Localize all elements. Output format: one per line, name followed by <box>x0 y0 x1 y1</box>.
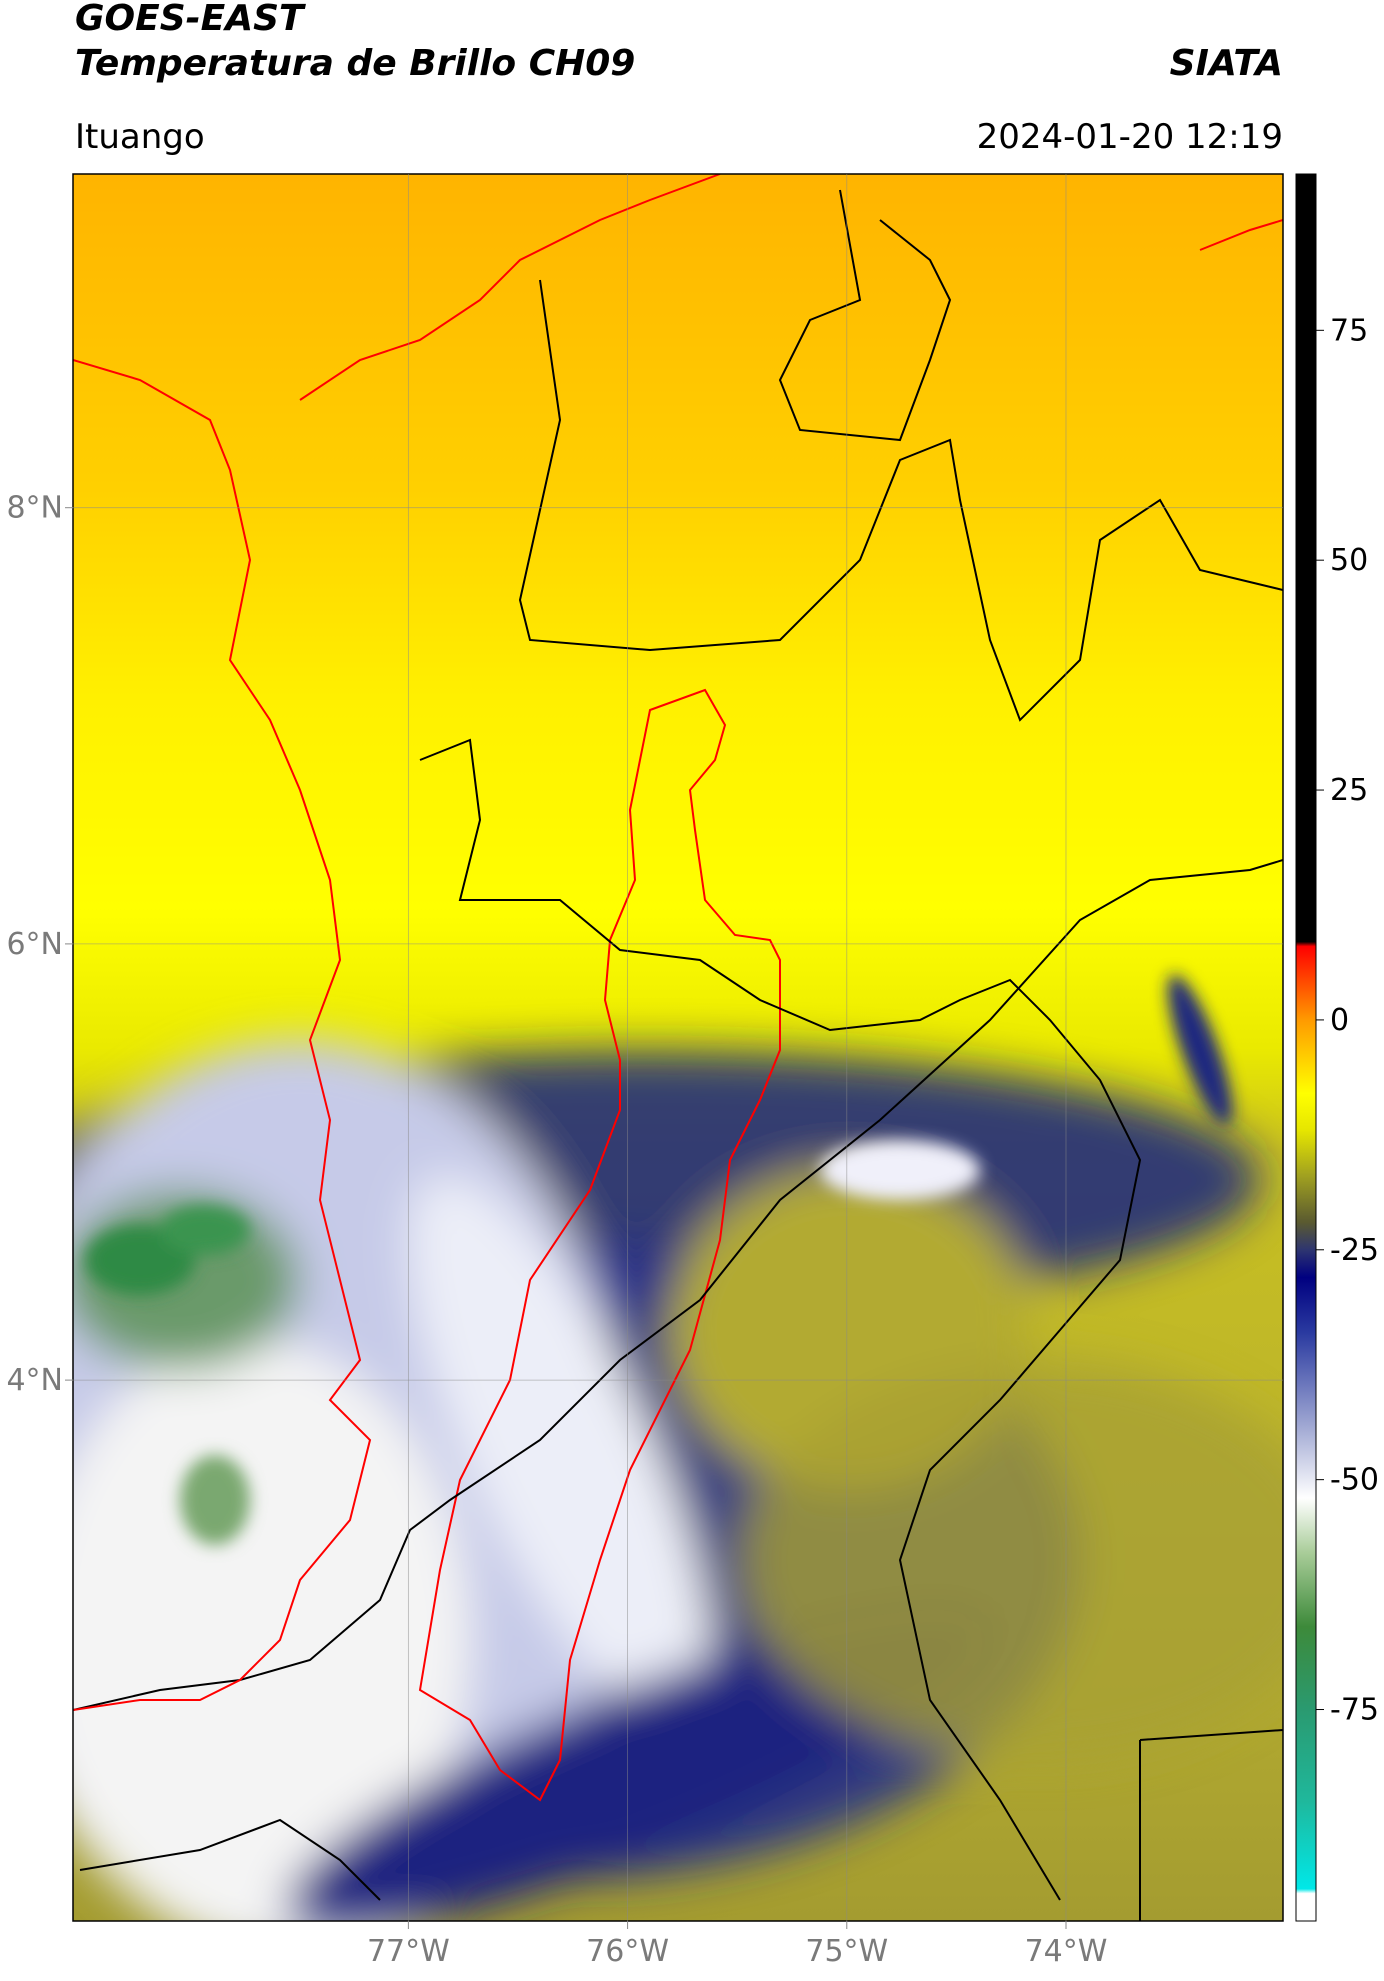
datetime: 2024-01-20 12:19 <box>977 117 1283 157</box>
y-tick-label: 8°N <box>6 491 63 526</box>
y-tick-label: 6°N <box>6 927 63 962</box>
colorbar-tick-label: 75 <box>1330 313 1368 348</box>
source: SIATA <box>1170 43 1283 84</box>
x-tick-label: 75°W <box>805 1934 888 1969</box>
colorbar-tick-label: -50 <box>1330 1463 1379 1498</box>
map-imagery <box>73 174 1283 1921</box>
map-frame <box>72 173 1284 1922</box>
x-tick-label: 74°W <box>1025 1934 1108 1969</box>
colorbar-tick-label: 50 <box>1330 543 1368 578</box>
x-tick-label: 77°W <box>367 1934 450 1969</box>
colorbar-tick-label: 0 <box>1330 1003 1349 1038</box>
y-tick-label: 4°N <box>6 1363 63 1398</box>
title: GOES-EAST <box>75 0 306 39</box>
region: Ituango <box>75 117 205 157</box>
colorbar-tick-label: 25 <box>1330 773 1368 808</box>
colorbar-tick-label: -75 <box>1330 1693 1379 1728</box>
colorbar <box>1295 173 1317 1922</box>
x-tick-label: 76°W <box>586 1934 669 1969</box>
colorbar-tick-label: -25 <box>1330 1233 1379 1268</box>
subtitle: Temperatura de Brillo CH09 <box>75 43 635 84</box>
